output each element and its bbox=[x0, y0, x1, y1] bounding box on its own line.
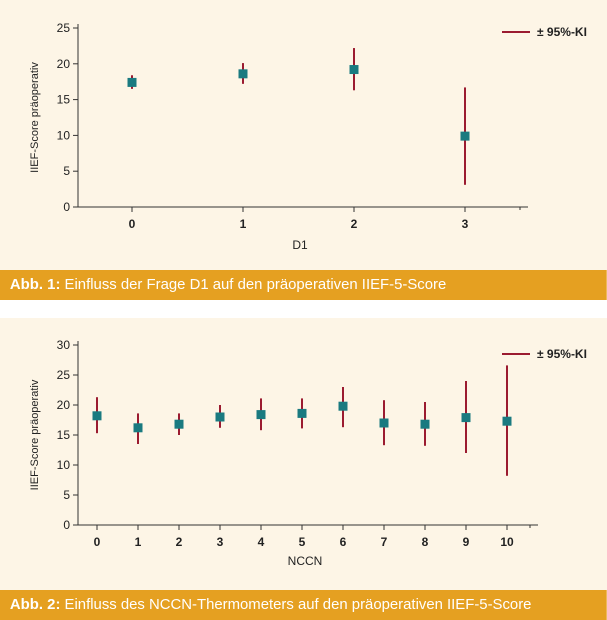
y-axis-label: IIEF-Score präoperativ bbox=[29, 62, 41, 173]
y-tick-label: 10 bbox=[57, 128, 71, 142]
data-point bbox=[238, 69, 248, 79]
x-tick-label: 0 bbox=[129, 217, 136, 231]
y-tick-label: 5 bbox=[63, 488, 70, 502]
data-point bbox=[502, 416, 512, 426]
y-tick-label: 15 bbox=[57, 93, 71, 107]
data-point bbox=[92, 411, 102, 421]
x-tick-label: 3 bbox=[462, 217, 469, 231]
caption-bar-1: Abb. 1: Einfluss der Frage D1 auf den pr… bbox=[0, 270, 607, 300]
legend-label: ± 95%-KI bbox=[537, 25, 587, 39]
x-axis-label: D1 bbox=[292, 238, 308, 252]
x-tick-label: 10 bbox=[500, 535, 514, 549]
data-point bbox=[256, 410, 266, 420]
x-tick-label: 6 bbox=[340, 535, 347, 549]
chart-1: 0 5 10 15 20 25 0 1 2 3 D1 IIEF-Score präoperativ ± … bbox=[29, 21, 587, 252]
x-tick-label: 5 bbox=[299, 535, 306, 549]
data-point bbox=[127, 77, 137, 87]
chart-panel-1 bbox=[0, 0, 607, 270]
y-tick-label: 25 bbox=[57, 368, 71, 382]
y-axis-label: IIEF-Score präoperativ bbox=[29, 379, 41, 490]
y-tick-label: 0 bbox=[63, 200, 70, 214]
x-axis-label: NCCN bbox=[288, 554, 323, 568]
data-point bbox=[174, 419, 184, 429]
caption-1-lead: Abb. 1: bbox=[9, 276, 61, 293]
legend-label: ± 95%-KI bbox=[537, 347, 587, 361]
chart-2: 0 5 10 15 20 25 30 0 1 2 3 4 5 6 7 8 9 10 NCCN IIEF-Score p… bbox=[29, 338, 587, 568]
x-tick-label: 1 bbox=[240, 217, 247, 231]
x-tick-label: 0 bbox=[94, 535, 101, 549]
data-point bbox=[215, 412, 225, 422]
chart-panel-2 bbox=[0, 318, 607, 590]
y-tick-label: 0 bbox=[63, 518, 70, 532]
data-point bbox=[460, 131, 470, 141]
y-tick-label: 20 bbox=[57, 57, 71, 71]
data-point bbox=[379, 418, 389, 428]
data-point bbox=[461, 413, 471, 423]
x-tick-label: 2 bbox=[176, 535, 183, 549]
y-tick-label: 20 bbox=[57, 398, 71, 412]
data-point bbox=[297, 408, 307, 418]
data-point bbox=[338, 401, 348, 411]
caption-2-text: Einfluss des NCCN-Thermometers auf den p… bbox=[60, 596, 532, 613]
x-tick-label: 7 bbox=[381, 535, 388, 549]
data-point bbox=[349, 65, 359, 75]
x-tick-label: 1 bbox=[135, 535, 142, 549]
y-tick-label: 5 bbox=[63, 164, 70, 178]
data-point bbox=[420, 419, 430, 429]
y-tick-label: 15 bbox=[57, 428, 71, 442]
x-tick-label: 9 bbox=[463, 535, 470, 549]
x-tick-label: 4 bbox=[258, 535, 265, 549]
y-tick-label: 30 bbox=[57, 338, 71, 352]
y-tick-label: 25 bbox=[57, 21, 71, 35]
x-tick-label: 2 bbox=[351, 217, 358, 231]
caption-2-lead: Abb. 2: bbox=[9, 596, 61, 613]
data-point bbox=[133, 423, 143, 433]
caption-bar-2: Abb. 2: Einfluss des NCCN-Thermometers a… bbox=[0, 590, 607, 620]
x-tick-label: 8 bbox=[422, 535, 429, 549]
x-tick-label: 3 bbox=[217, 535, 224, 549]
caption-1-text: Einfluss der Frage D1 auf den präoperati… bbox=[60, 276, 447, 293]
y-tick-label: 10 bbox=[57, 458, 71, 472]
